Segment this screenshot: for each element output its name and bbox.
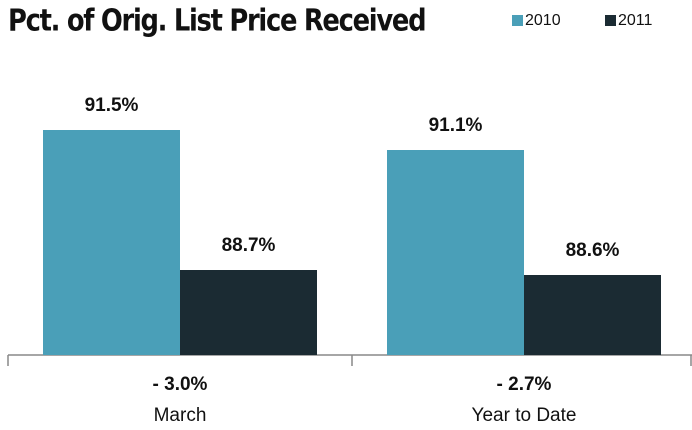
legend-swatch — [605, 15, 616, 26]
value-label: 91.5% — [85, 95, 139, 116]
legend-swatch — [512, 15, 523, 26]
legend-label: 2010 — [525, 12, 561, 29]
value-label: 88.6% — [566, 240, 620, 261]
x-tick-label: March — [154, 405, 207, 426]
legend-label: 2011 — [618, 12, 653, 29]
bar — [43, 130, 180, 355]
x-tick-label: Year to Date — [472, 405, 577, 426]
chart-title: Pct. of Orig. List Price Received — [8, 3, 425, 38]
value-label: 88.7% — [222, 235, 276, 256]
bar — [524, 275, 661, 355]
change-label: - 3.0% — [153, 374, 208, 395]
value-label: 91.1% — [429, 115, 483, 136]
bar — [387, 150, 524, 355]
bar — [180, 270, 317, 355]
change-label: - 2.7% — [497, 374, 552, 395]
